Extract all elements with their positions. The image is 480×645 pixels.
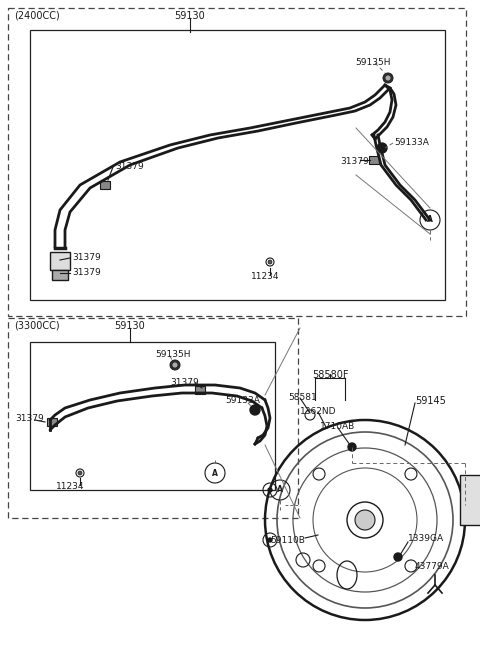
Circle shape (268, 538, 272, 542)
Circle shape (348, 443, 356, 451)
Text: 58581: 58581 (288, 393, 317, 402)
FancyBboxPatch shape (50, 252, 70, 270)
Text: 59110B: 59110B (270, 536, 305, 545)
Circle shape (250, 405, 260, 415)
Circle shape (385, 75, 391, 81)
Text: 59145: 59145 (415, 396, 446, 406)
Text: 58580F: 58580F (312, 370, 348, 380)
Text: 59135H: 59135H (155, 350, 191, 359)
Text: (3300CC): (3300CC) (14, 321, 60, 331)
Text: 31379: 31379 (72, 268, 101, 277)
Circle shape (170, 360, 180, 370)
Text: 31379: 31379 (15, 414, 44, 423)
Text: 1362ND: 1362ND (300, 407, 336, 416)
FancyBboxPatch shape (100, 181, 110, 189)
Text: 59130: 59130 (175, 11, 205, 21)
Text: A: A (212, 468, 218, 477)
Circle shape (78, 471, 82, 475)
FancyBboxPatch shape (195, 386, 205, 394)
Circle shape (383, 73, 393, 83)
Circle shape (268, 488, 272, 492)
FancyBboxPatch shape (47, 418, 57, 426)
Text: 1339GA: 1339GA (408, 534, 444, 543)
Text: 59130: 59130 (115, 321, 145, 331)
Circle shape (355, 510, 375, 530)
Text: 31379: 31379 (115, 162, 144, 171)
Circle shape (268, 260, 272, 264)
Text: A: A (277, 486, 283, 495)
Circle shape (394, 553, 402, 561)
Text: 1710AB: 1710AB (320, 422, 355, 431)
Circle shape (172, 362, 178, 368)
Text: 59133A: 59133A (225, 396, 260, 405)
Text: A: A (427, 215, 433, 224)
Text: 31379: 31379 (170, 378, 199, 387)
Text: 11234: 11234 (56, 482, 84, 491)
FancyBboxPatch shape (460, 475, 480, 525)
Text: 59133A: 59133A (394, 138, 429, 147)
Text: 11234: 11234 (251, 272, 279, 281)
FancyBboxPatch shape (369, 156, 379, 164)
Text: (2400CC): (2400CC) (14, 11, 60, 21)
Text: 43779A: 43779A (415, 562, 450, 571)
FancyBboxPatch shape (52, 270, 68, 280)
Text: 31379: 31379 (340, 157, 369, 166)
Text: 59135H: 59135H (355, 58, 391, 67)
Text: 31379: 31379 (72, 253, 101, 262)
Circle shape (377, 143, 387, 153)
